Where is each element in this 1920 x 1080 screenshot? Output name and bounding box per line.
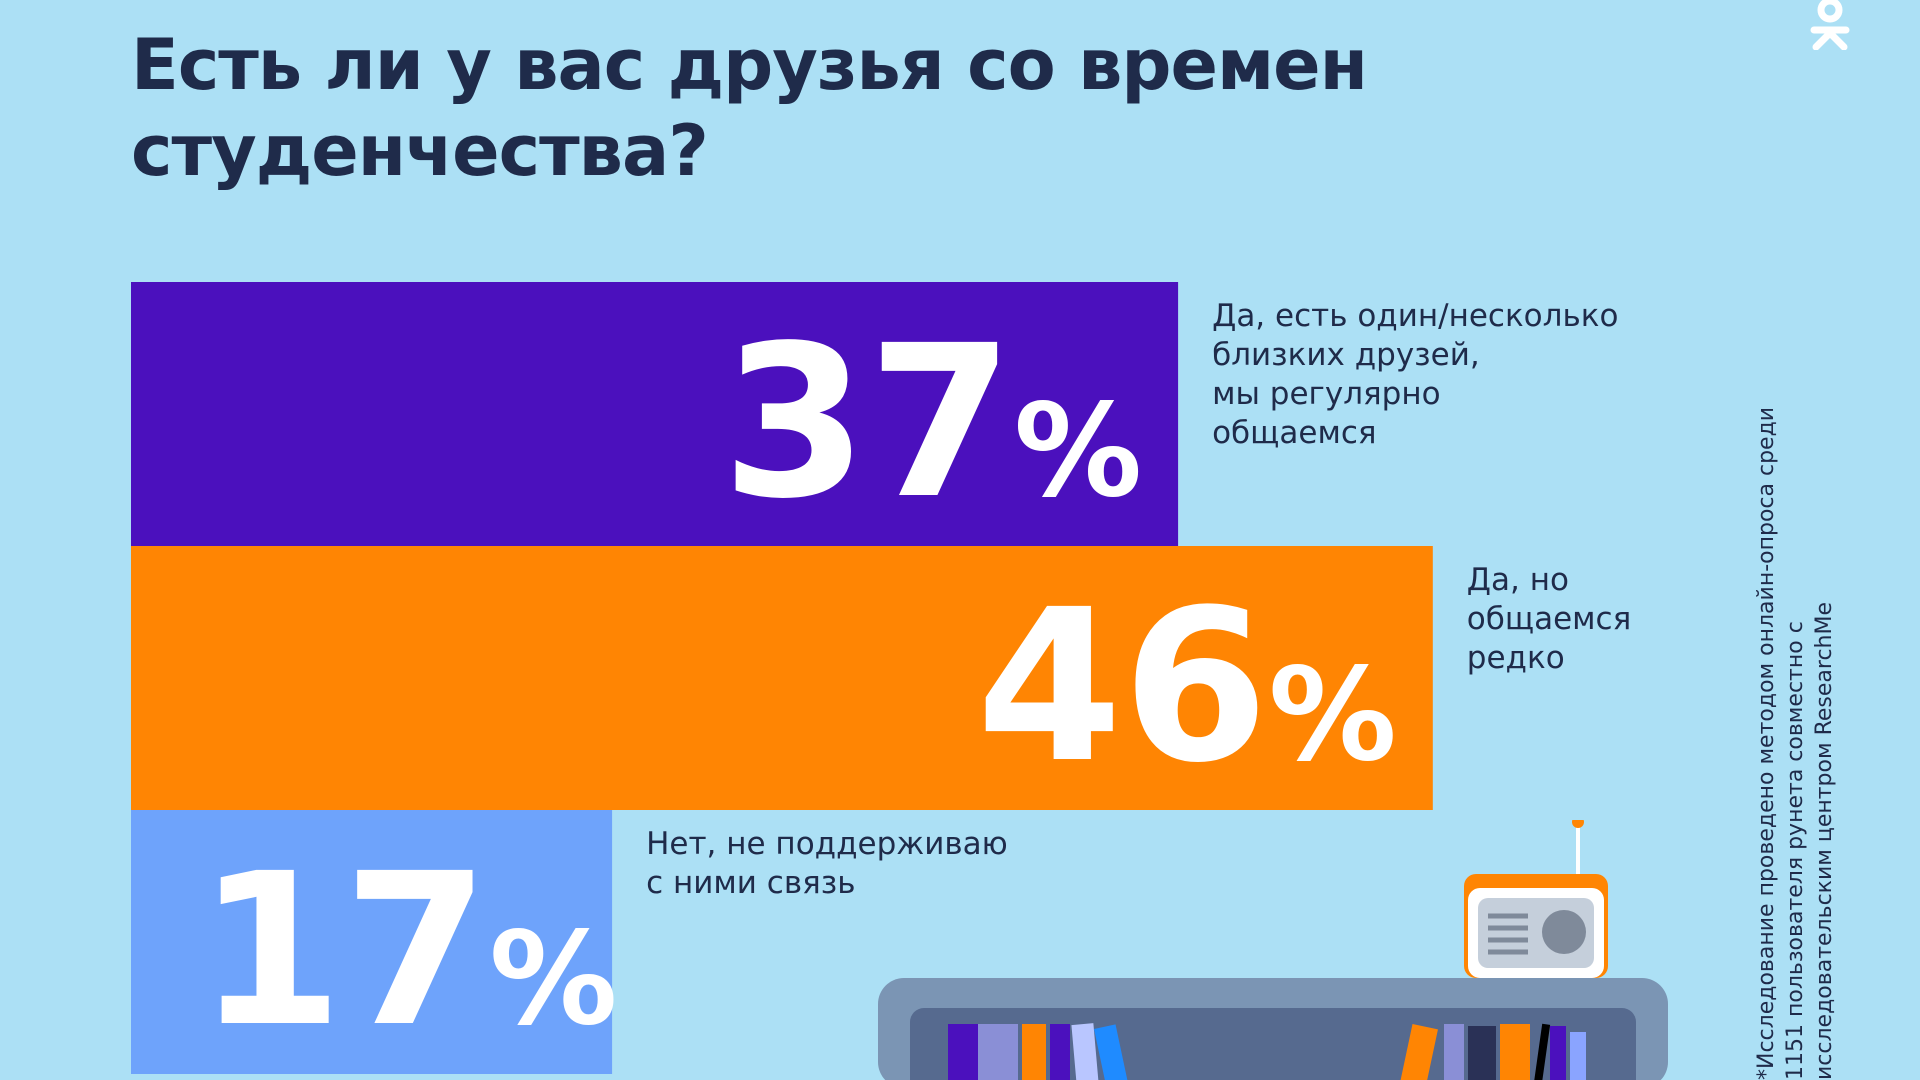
bar-value-label-3: 17% [197, 828, 618, 1073]
category-label-1: Да, есть один/несколько близких друзей, мы… [1212, 298, 1618, 451]
category-label-2: Да, но общаемся редко [1467, 562, 1631, 676]
bar-2 [131, 546, 1433, 810]
bar-1 [131, 282, 1179, 546]
bar-value-label-1: 37% [722, 300, 1143, 545]
bar-value-label-2: 46% [976, 564, 1397, 809]
bar-3 [131, 810, 613, 1074]
category-label-3: Нет, не поддерживаю с ними связь [646, 826, 1008, 901]
footnote: *Исследование проведено методом онлайн-о… [1754, 406, 1837, 1080]
ok-logo-icon [1810, 0, 1850, 50]
chart-title: Есть ли у вас друзья со времен студенчес… [131, 24, 1368, 192]
bookshelf-radio-illustration [878, 820, 1668, 1080]
